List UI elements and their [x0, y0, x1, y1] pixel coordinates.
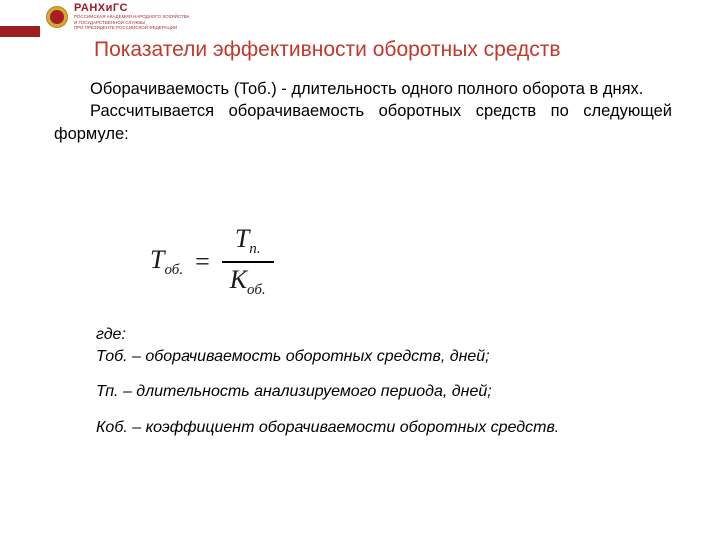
formula-numerator: Тп.	[227, 225, 269, 258]
formula-lhs-base: Т	[150, 245, 164, 274]
brand-text-block: РАНХиГС РОССИЙСКАЯ АКАДЕМИЯ НАРОДНОГО ХО…	[74, 3, 190, 31]
formula-fraction: Тп. Коб.	[222, 225, 274, 299]
legend-line-1: Тоб. – оборачиваемость оборотных средств…	[96, 346, 660, 368]
formula-num-sub: п.	[249, 241, 260, 257]
legend-line-3: Коб. – коэффициент оборачиваемости оборо…	[96, 417, 660, 439]
legend: где: Тоб. – оборачиваемость оборотных ср…	[96, 324, 660, 438]
brand-subtitle-1: РОССИЙСКАЯ АКАДЕМИЯ НАРОДНОГО ХОЗЯЙСТВА	[74, 15, 190, 20]
slide: РАНХиГС РОССИЙСКАЯ АКАДЕМИЯ НАРОДНОГО ХО…	[0, 0, 720, 540]
formula: Тоб. = Тп. Коб.	[150, 225, 274, 299]
page-title: Показатели эффективности оборотных средс…	[94, 38, 660, 62]
paragraph-1: Оборачиваемость (Тоб.) - длительность од…	[54, 78, 672, 100]
formula-denominator: Коб.	[222, 266, 274, 299]
formula-num-base: Т	[235, 224, 249, 253]
fraction-bar	[222, 261, 274, 263]
brand-logo: РАНХиГС РОССИЙСКАЯ АКАДЕМИЯ НАРОДНОГО ХО…	[46, 3, 190, 31]
accent-bar	[0, 26, 40, 37]
emblem-icon	[46, 6, 68, 28]
legend-line-2: Тп. – длительность анализируемого период…	[96, 381, 660, 403]
brand-name: РАНХиГС	[74, 3, 190, 14]
brand-subtitle-3: ПРИ ПРЕЗИДЕНТЕ РОССИЙСКОЙ ФЕДЕРАЦИИ	[74, 26, 190, 31]
paragraph-2: Рассчитывается оборачиваемость оборотных…	[54, 100, 672, 145]
formula-eq: =	[193, 247, 212, 277]
formula-den-base: К	[230, 265, 247, 294]
legend-intro: где:	[96, 324, 660, 346]
formula-lhs-sub: об.	[164, 262, 183, 278]
formula-lhs: Тоб.	[150, 245, 183, 279]
formula-den-sub: об.	[247, 282, 266, 298]
body-text: Оборачиваемость (Тоб.) - длительность од…	[54, 78, 672, 145]
